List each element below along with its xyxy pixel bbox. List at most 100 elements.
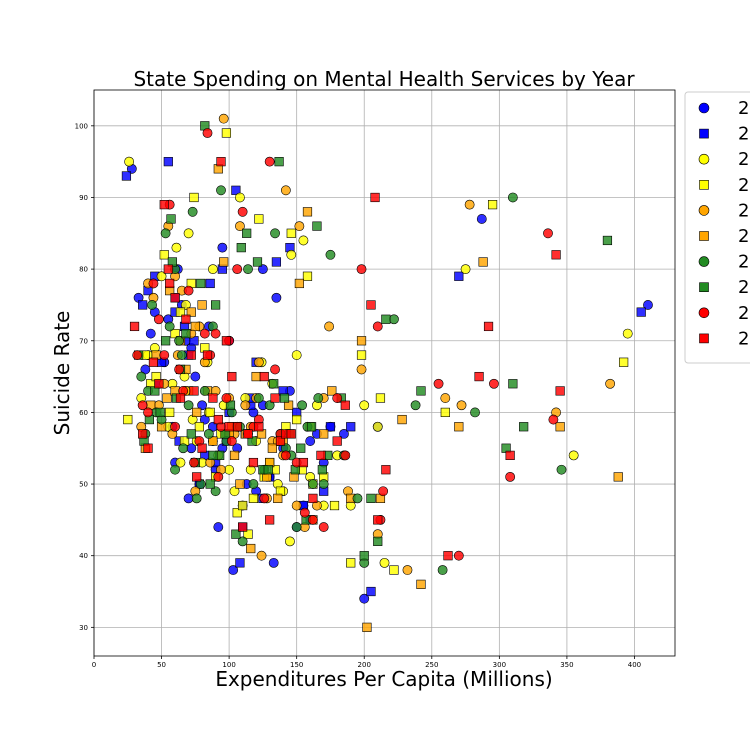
data-point (352, 493, 363, 504)
data-point (243, 529, 253, 539)
data-point (271, 257, 282, 267)
data-point (208, 264, 218, 275)
data-point (269, 379, 279, 389)
data-point (186, 350, 196, 360)
data-point (356, 336, 367, 346)
data-point (208, 393, 218, 403)
data-point (253, 393, 264, 403)
data-point (231, 185, 241, 195)
data-point (213, 471, 224, 482)
data-point (237, 206, 248, 217)
data-point (339, 428, 349, 439)
data-point (243, 429, 253, 439)
data-point (171, 242, 182, 253)
data-point (257, 264, 268, 275)
data-point (148, 278, 159, 289)
chart-title: State Spending on Mental Health Services… (133, 67, 635, 91)
data-point (294, 278, 304, 289)
data-point (165, 278, 175, 289)
legend: 2 2 2 2 2 2 2 2 2 2 (684, 91, 750, 364)
data-point (143, 407, 153, 418)
series-9 (129, 157, 565, 561)
data-point (213, 522, 224, 532)
data-point (159, 200, 169, 210)
legend-item: 2 (699, 277, 749, 298)
data-point (203, 428, 214, 439)
data-point (389, 314, 399, 325)
data-point (316, 450, 326, 460)
data-point (346, 558, 356, 568)
data-point (221, 393, 232, 403)
data-point (190, 321, 200, 332)
data-point (416, 386, 426, 396)
data-point (275, 436, 286, 446)
data-point (332, 436, 342, 446)
data-point (235, 192, 245, 203)
data-point (298, 457, 309, 468)
data-point (174, 335, 185, 346)
data-point (145, 328, 156, 339)
data-point (238, 522, 248, 532)
data-point (643, 300, 653, 310)
data-point (138, 300, 148, 310)
data-point (129, 321, 140, 332)
data-point (183, 400, 194, 411)
data-point (243, 264, 253, 275)
data-point (280, 450, 291, 461)
data-point (227, 371, 237, 382)
data-point (164, 321, 175, 332)
data-point (291, 522, 302, 532)
data-point (194, 422, 204, 432)
y-tick-label: 100 (75, 122, 88, 130)
data-point (317, 465, 327, 475)
data-point (619, 357, 629, 367)
data-point (235, 558, 245, 568)
legend-item: 2 (698, 303, 749, 324)
legend-item: 2 (698, 200, 749, 221)
x-tick-label: 150 (290, 661, 303, 669)
data-point (248, 493, 259, 503)
data-point (242, 228, 252, 238)
data-points (121, 113, 653, 632)
data-point (312, 221, 322, 231)
data-point (160, 228, 171, 239)
legend-item: 2 (699, 124, 749, 145)
data-point (476, 214, 487, 224)
data-point (410, 400, 421, 411)
plot-frame (93, 89, 676, 657)
data-point (270, 393, 280, 403)
data-point (163, 264, 173, 274)
data-point (636, 307, 646, 317)
data-point (121, 171, 132, 181)
data-point (216, 157, 226, 167)
data-point (556, 464, 567, 475)
data-point (148, 357, 159, 367)
data-point (329, 500, 340, 511)
y-axis-ticks: 30 40 50 60 70 80 90 100 (75, 122, 94, 632)
data-point (199, 328, 210, 339)
data-point (254, 422, 264, 432)
data-point (189, 457, 199, 468)
data-point (123, 414, 133, 425)
data-point (165, 407, 175, 418)
data-point (294, 221, 305, 232)
data-point (478, 257, 488, 267)
data-point (237, 536, 248, 547)
data-point (483, 321, 494, 332)
data-point (286, 249, 297, 260)
legend-item: 2 (699, 328, 749, 349)
data-point (189, 386, 199, 396)
data-point (470, 407, 480, 418)
data-point (205, 278, 215, 289)
legend-marker (699, 333, 709, 344)
legend-label: 2 (738, 200, 749, 221)
data-point (219, 257, 229, 267)
data-point (286, 228, 296, 238)
data-point (454, 422, 464, 432)
data-point (248, 479, 259, 489)
data-point (308, 493, 318, 503)
legend-item: 2 (699, 175, 749, 196)
data-point (551, 250, 561, 260)
data-point (402, 565, 413, 575)
data-point (453, 550, 464, 561)
